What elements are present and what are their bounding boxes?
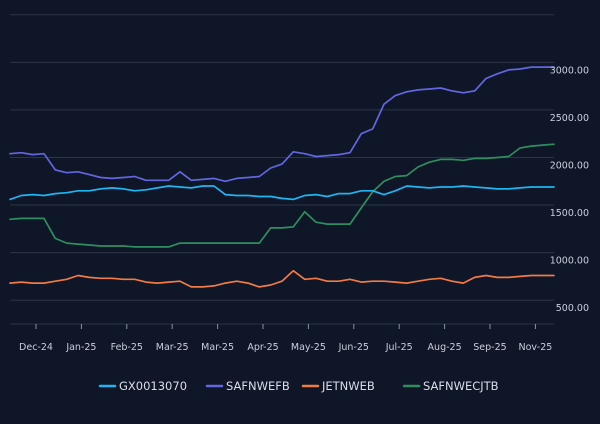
- y-tick-label: 2000.00: [550, 160, 589, 171]
- legend-label: SAFNWECJTB: [423, 379, 499, 393]
- x-tick-label: Sep-25: [473, 342, 506, 353]
- x-tick-label: Dec-24: [19, 342, 53, 353]
- legend[interactable]: GX0013070 SAFNWEFB JETNWEB SAFNWECJTB: [98, 379, 499, 393]
- series-line-safnwefb: [9, 66, 555, 183]
- series-line-gx0013070: [9, 185, 555, 201]
- legend-label: SAFNWEFB: [226, 379, 290, 393]
- legend-label: JETNWEB: [321, 379, 375, 393]
- legend-item-jetnweb[interactable]: JETNWEB: [301, 379, 375, 393]
- series-line-safnwecjtb: [9, 143, 555, 248]
- series-layer: [9, 66, 555, 288]
- legend-item-safnwecjtb[interactable]: SAFNWECJTB: [402, 379, 499, 393]
- legend-item-safnwefb[interactable]: SAFNWEFB: [205, 379, 290, 393]
- x-tick-label: Aug-25: [428, 342, 462, 353]
- legend-label: GX0013070: [119, 379, 187, 393]
- grid-layer: [10, 14, 554, 301]
- x-tick-label: Apr-25: [247, 342, 278, 353]
- x-tick-label: Jan-25: [65, 342, 96, 353]
- y-tick-label: 500.00: [556, 303, 589, 314]
- x-tick-label: Nov-25: [518, 342, 552, 353]
- series-line-jetnweb: [9, 269, 555, 288]
- y-tick-label: 3000.00: [550, 65, 589, 76]
- y-tick-label: 2500.00: [550, 113, 589, 124]
- x-tick-label: Jul-25: [385, 342, 413, 353]
- x-tick-label: Mar-25: [156, 342, 189, 353]
- x-tick-label: Feb-25: [111, 342, 143, 353]
- legend-item-gx0013070[interactable]: GX0013070: [98, 379, 187, 393]
- y-tick-label: 1000.00: [550, 256, 589, 267]
- x-tick-label: May-25: [291, 342, 326, 353]
- x-tick-label: Jun-25: [338, 342, 369, 353]
- y-tick-label: 1500.00: [550, 208, 589, 219]
- axis-layer: 500.00 1000.00 1500.00 2000.00 2500.00 3000.0…: [10, 65, 589, 353]
- x-tick-label: Mar-25: [201, 342, 234, 353]
